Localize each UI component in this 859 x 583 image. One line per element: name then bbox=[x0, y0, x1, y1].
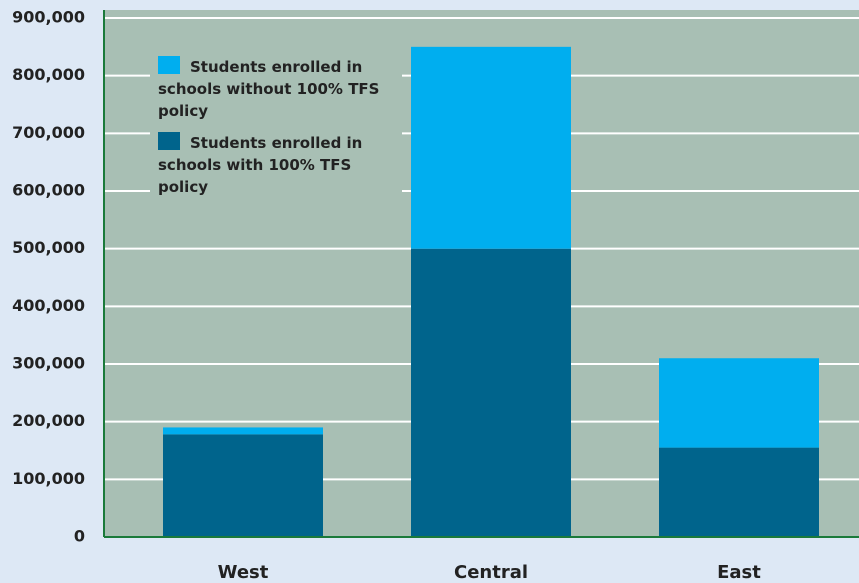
y-tick-label: 0 bbox=[74, 527, 85, 546]
y-tick-label: 100,000 bbox=[12, 469, 85, 488]
x-tick-label: East bbox=[717, 562, 761, 583]
y-tick-label: 300,000 bbox=[12, 354, 85, 373]
legend: Students enrolled in schools without 100… bbox=[150, 52, 402, 212]
y-tick-label: 200,000 bbox=[12, 411, 85, 430]
legend-item: Students enrolled in schools without 100… bbox=[158, 56, 394, 122]
legend-swatch bbox=[158, 56, 180, 74]
y-tick-label: 800,000 bbox=[12, 65, 85, 84]
bar-segment bbox=[659, 358, 819, 448]
legend-item: Students enrolled in schools with 100% T… bbox=[158, 132, 394, 198]
x-tick-label: West bbox=[218, 562, 269, 583]
bar-segment bbox=[411, 46, 571, 249]
bar-segment bbox=[411, 248, 571, 537]
bar-segment bbox=[163, 427, 323, 435]
y-tick-label: 600,000 bbox=[12, 181, 85, 200]
y-tick-label: 900,000 bbox=[12, 8, 85, 27]
legend-label: Students enrolled in schools without 100… bbox=[158, 58, 380, 120]
y-tick-label: 400,000 bbox=[12, 296, 85, 315]
legend-swatch bbox=[158, 132, 180, 150]
legend-label: Students enrolled in schools with 100% T… bbox=[158, 134, 363, 196]
y-tick-label: 500,000 bbox=[12, 238, 85, 257]
x-tick-label: Central bbox=[454, 562, 528, 583]
bar-segment bbox=[659, 447, 819, 537]
y-tick-label: 700,000 bbox=[12, 123, 85, 142]
bar-segment bbox=[163, 434, 323, 537]
